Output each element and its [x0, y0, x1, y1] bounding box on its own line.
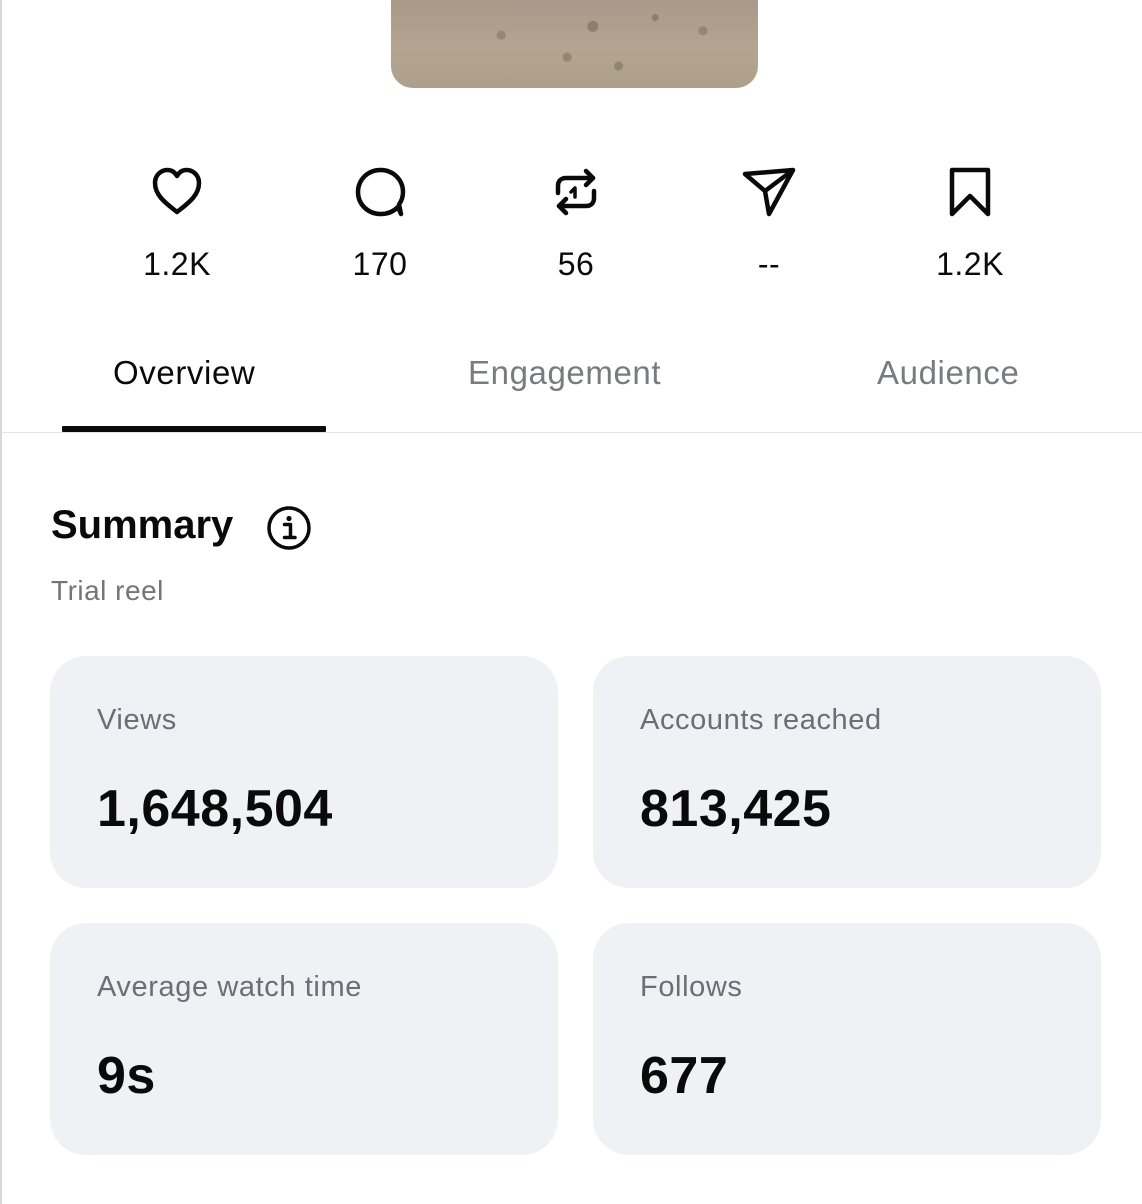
summary-title: Summary [51, 503, 234, 547]
reposts-stat[interactable]: 56 [501, 160, 651, 283]
views-card[interactable]: Views 1,648,504 [50, 656, 558, 888]
average-watch-time-value: 9s [97, 1047, 156, 1105]
insights-tabs: Overview Engagement Audience [2, 340, 1142, 433]
accounts-reached-value: 813,425 [640, 780, 832, 838]
share-icon [742, 167, 796, 217]
comment-icon [355, 167, 406, 217]
shares-stat[interactable]: -- [694, 160, 844, 283]
tab-engagement[interactable]: Engagement [468, 354, 662, 391]
summary-subtitle: Trial reel [51, 575, 164, 606]
shares-count: -- [757, 246, 781, 282]
accounts-reached-card[interactable]: Accounts reached 813,425 [593, 656, 1101, 888]
average-watch-time-label: Average watch time [97, 971, 362, 1003]
follows-card[interactable]: Follows 677 [593, 923, 1101, 1155]
follows-label: Follows [640, 971, 743, 1003]
likes-stat[interactable]: 1.2K [102, 160, 252, 283]
saves-stat[interactable]: 1.2K [895, 160, 1045, 283]
tab-overview[interactable]: Overview [113, 354, 256, 391]
views-label: Views [97, 704, 177, 736]
reel-thumbnail[interactable] [391, 0, 758, 88]
active-tab-indicator [62, 426, 326, 432]
info-icon[interactable] [266, 505, 312, 551]
tab-audience[interactable]: Audience [877, 354, 1020, 391]
likes-count: 1.2K [143, 246, 211, 282]
follows-value: 677 [640, 1047, 729, 1105]
repost-icon [555, 168, 597, 216]
comments-stat[interactable]: 170 [305, 160, 455, 283]
bookmark-icon [949, 167, 991, 217]
saves-count: 1.2K [936, 246, 1004, 282]
accounts-reached-label: Accounts reached [640, 704, 882, 736]
heart-icon [152, 167, 202, 215]
engagement-stats-row: 1.2K 170 56 -- [2, 160, 1142, 290]
reposts-count: 56 [557, 246, 595, 282]
views-value: 1,648,504 [97, 780, 333, 838]
comments-count: 170 [352, 246, 408, 282]
average-watch-time-card[interactable]: Average watch time 9s [50, 923, 558, 1155]
